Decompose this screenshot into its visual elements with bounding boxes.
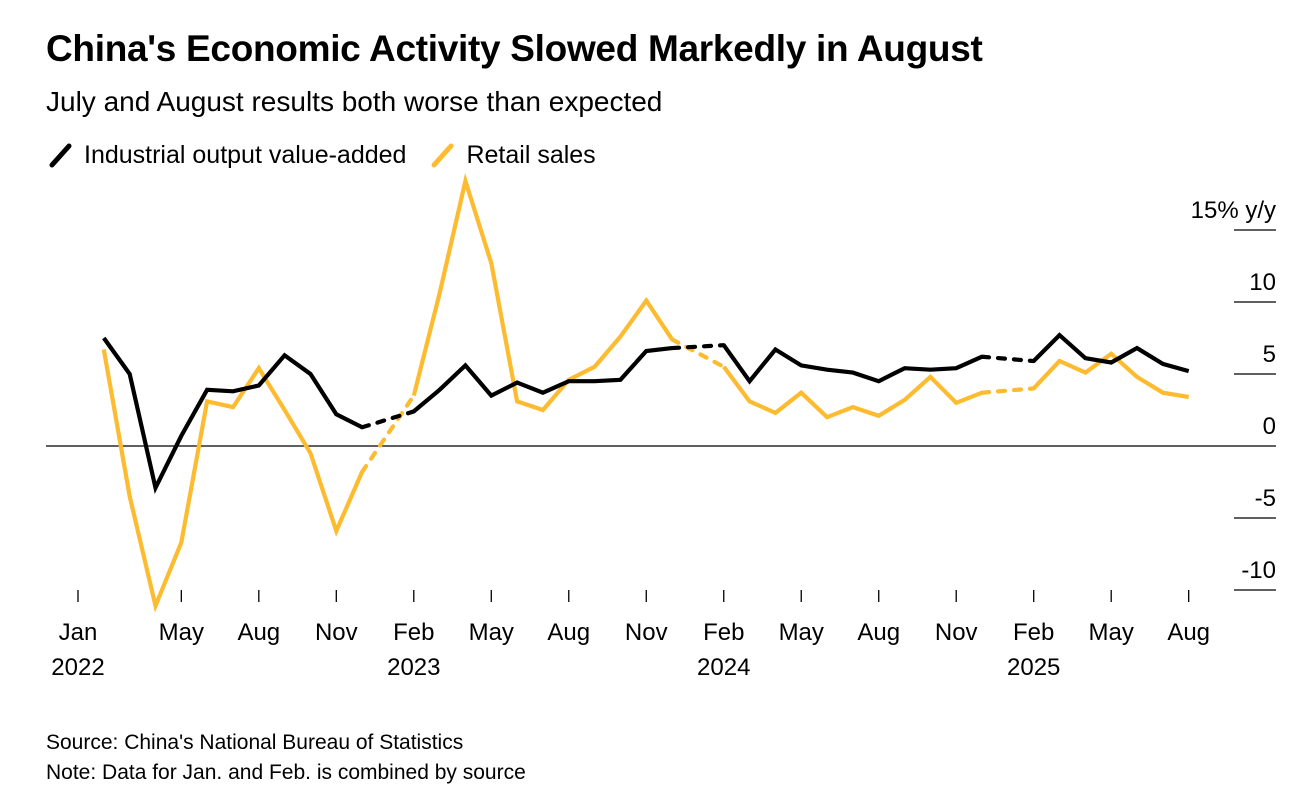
- legend-swatch-industrial-output: [49, 143, 72, 168]
- industrial-output-value-added-line: [412, 346, 673, 414]
- x-tick-label: Nov: [625, 619, 668, 646]
- source-note: Source: China's National Bureau of Stati…: [46, 731, 464, 754]
- industrial-output-value-added-line: [722, 343, 983, 385]
- industrial-output-value-added-gap-line: [360, 409, 416, 430]
- x-year-label: 2023: [387, 654, 440, 681]
- retail-sales-gap-line: [669, 337, 726, 369]
- x-tick-label: Aug: [547, 619, 590, 646]
- y-tick-label: 0: [1263, 413, 1276, 440]
- x-tick-label: May: [159, 619, 204, 646]
- legend-item-industrial-output: Industrial output value-added: [46, 140, 406, 170]
- industrial-output-value-added-gap-line: [669, 343, 726, 351]
- x-year-label: 2024: [697, 654, 750, 681]
- retail-sales-line: [101, 349, 365, 613]
- retail-sales-line: [1032, 351, 1190, 400]
- legend-swatch-retail-sales: [431, 143, 454, 168]
- retail-sales-line: [411, 173, 674, 413]
- legend-item-retail-sales: Retail sales: [428, 140, 596, 170]
- footer: Source: China's National Bureau of Stati…: [46, 728, 526, 788]
- x-tick-label: Aug: [1167, 619, 1210, 646]
- retail-sales-line: [722, 365, 983, 420]
- x-tick-label: Aug: [237, 619, 280, 646]
- legend-label-industrial-output: Industrial output value-added: [84, 140, 407, 169]
- retail-sales-gap-line: [360, 393, 416, 475]
- chart-title: China's Economic Activity Slowed Markedl…: [46, 28, 983, 69]
- x-tick-label: May: [469, 619, 514, 646]
- retail-sales-gap-line: [979, 386, 1036, 395]
- data-note: Note: Data for Jan. and Feb. is combined…: [46, 761, 526, 784]
- y-tick-label: 10: [1249, 269, 1276, 296]
- industrial-output-value-added-line: [102, 336, 364, 495]
- y-tick-label: -10: [1241, 557, 1276, 584]
- x-tick-label: Nov: [315, 619, 358, 646]
- x-tick-label: Feb: [393, 619, 434, 646]
- industrial-output-value-added-gap-line: [979, 354, 1036, 364]
- x-tick-label: May: [1089, 619, 1134, 646]
- y-tick-label: 15% y/y: [1191, 197, 1276, 224]
- x-tick-label: Nov: [935, 619, 978, 646]
- legend-label-retail-sales: Retail sales: [466, 140, 596, 169]
- y-tick-label: 5: [1263, 341, 1276, 368]
- x-year-label: 2022: [51, 654, 104, 681]
- x-tick-label: May: [779, 619, 824, 646]
- x-tick-label: Jan: [59, 619, 98, 646]
- x-tick-label: Aug: [857, 619, 900, 646]
- x-year-label: 2025: [1007, 654, 1060, 681]
- industrial-output-value-added-line: [1032, 332, 1190, 374]
- y-tick-label: -5: [1255, 485, 1276, 512]
- x-tick-label: Feb: [703, 619, 744, 646]
- chart-subtitle: July and August results both worse than …: [46, 86, 663, 117]
- legend: Industrial output value-added Retail sal…: [46, 140, 618, 170]
- x-tick-label: Feb: [1013, 619, 1054, 646]
